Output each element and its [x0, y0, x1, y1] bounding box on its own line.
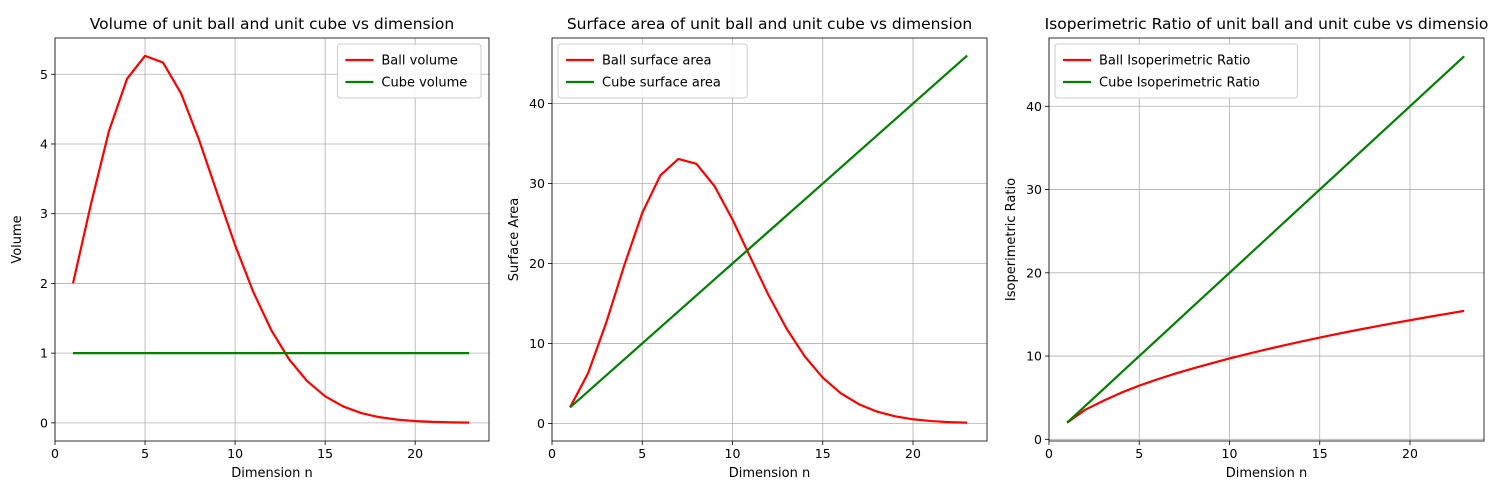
- series-line-1: [1066, 309, 1465, 424]
- x-tick-label: 0: [1045, 446, 1053, 461]
- axes-frame: [1048, 37, 1485, 442]
- x-tick-label: 20: [1402, 446, 1418, 461]
- series-line-2: [1066, 55, 1465, 424]
- y-tick-label: 30: [1026, 182, 1042, 197]
- y-axis-label: Isoperimetric Ratio: [1004, 178, 1019, 301]
- x-tick-label: 0: [548, 446, 556, 461]
- x-tick-label: 10: [1222, 446, 1238, 461]
- y-tick-label: 0: [1034, 432, 1042, 447]
- legend-label-2: Cube volume: [381, 76, 467, 91]
- y-tick-label: 20: [529, 256, 545, 271]
- plot-area: [552, 38, 987, 441]
- y-tick-label: 40: [529, 96, 545, 111]
- plot-area: [55, 38, 489, 441]
- x-axis-label: Dimension n: [1226, 466, 1307, 481]
- legend-label-1: Ball volume: [381, 54, 457, 69]
- x-tick-label: 20: [407, 446, 423, 461]
- x-tick-label: 15: [1312, 446, 1328, 461]
- legend: Ball surface area Cube surface area: [557, 43, 748, 99]
- x-tick-label: 10: [227, 446, 243, 461]
- x-tick-label: 20: [905, 446, 921, 461]
- legend-box: [557, 43, 748, 99]
- y-tick-label: 30: [529, 176, 545, 191]
- series-line-1: [71, 54, 470, 424]
- legend-label-1: Ball surface area: [602, 54, 711, 69]
- y-tick-label: 0: [537, 416, 545, 431]
- y-tick-label: 0: [40, 415, 48, 430]
- y-tick-label: 2: [40, 276, 48, 291]
- chart-title: Volume of unit ball and unit cube vs dim…: [90, 15, 454, 33]
- chart-panel-1: 0 5 10 15 20 0 1 2 3 4 5 Volume of unit ball and un…: [10, 15, 490, 481]
- y-tick-label: 10: [1026, 349, 1042, 364]
- x-tick-label: 5: [638, 446, 646, 461]
- y-tick-label: 5: [40, 67, 48, 82]
- y-axis-label: Surface Area: [507, 198, 522, 282]
- legend-label-2: Cube Isoperimetric Ratio: [1099, 76, 1260, 91]
- y-axis-label: Volume: [10, 215, 25, 263]
- legend-label-1: Ball Isoperimetric Ratio: [1099, 54, 1250, 69]
- y-tick-label: 20: [1026, 265, 1042, 280]
- legend-label-2: Cube surface area: [602, 76, 721, 91]
- y-tick-label: 3: [40, 206, 48, 221]
- x-axis-label: Dimension n: [729, 466, 810, 481]
- series-line-1: [569, 157, 968, 424]
- series-line-2: [569, 54, 968, 409]
- x-axis-label: Dimension n: [231, 466, 312, 481]
- y-tick-label: 1: [40, 346, 48, 361]
- x-tick-label: 5: [1135, 446, 1143, 461]
- y-tick-label: 10: [529, 336, 545, 351]
- axes-frame: [54, 37, 490, 442]
- x-tick-label: 5: [141, 446, 149, 461]
- chart-title: Isoperimetric Ratio of unit ball and uni…: [1045, 15, 1489, 33]
- legend-box: [1054, 43, 1298, 99]
- x-tick-label: 15: [815, 446, 831, 461]
- x-tick-label: 10: [725, 446, 741, 461]
- axes-frame: [551, 37, 988, 442]
- chart-panel-3: 0 5 10 15 20 0 10 20 30 40 Isoperimetric Ratio of …: [1004, 15, 1488, 481]
- chart-title: Surface area of unit ball and unit cube …: [567, 15, 972, 33]
- x-tick-label: 15: [317, 446, 333, 461]
- legend-box: [336, 43, 482, 99]
- x-tick-label: 0: [51, 446, 59, 461]
- legend: Ball volume Cube volume: [336, 43, 482, 99]
- y-tick-label: 40: [1026, 99, 1042, 114]
- chart-panel-2: 0 5 10 15 20 0 10 20 30 40 Surface area of unit ba…: [507, 15, 988, 481]
- y-tick-label: 4: [40, 136, 48, 151]
- legend: Ball Isoperimetric Ratio Cube Isoperimetr…: [1054, 43, 1298, 99]
